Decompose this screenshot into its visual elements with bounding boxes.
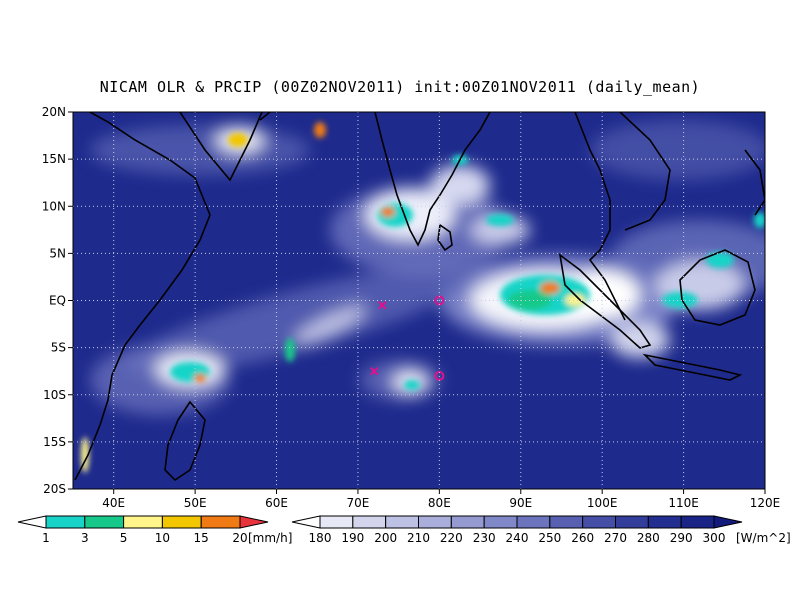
colorbar-box <box>123 515 163 529</box>
precip-field <box>81 122 765 473</box>
coastline-arabia <box>259 112 271 121</box>
coastlines <box>74 112 765 482</box>
colorbar-label: 250 <box>538 531 561 545</box>
colorbar-box <box>516 515 551 529</box>
coastline-africa <box>74 112 211 481</box>
colorbar-box <box>352 515 387 529</box>
x-marker <box>370 366 379 376</box>
colorbar-box <box>647 515 682 529</box>
colorbar-box <box>418 515 452 529</box>
circle-marker <box>434 370 445 381</box>
coastline-borneo <box>679 249 756 326</box>
colorbar-label: 20 <box>232 531 247 545</box>
colorbar-box <box>385 515 419 529</box>
coastline-burma-malay <box>574 112 626 321</box>
x-marker <box>378 301 387 310</box>
lat-tick-label: 15S <box>43 435 66 449</box>
colorbar-label: 260 <box>571 531 594 545</box>
lat-tick-label: 5N <box>49 246 66 260</box>
colorbar-label: 3 <box>81 531 89 545</box>
colorbar-label: 220 <box>440 531 463 545</box>
coastline-sumatra <box>558 253 652 349</box>
lon-tick-label: 90E <box>509 496 532 510</box>
lon-tick-label: 80E <box>428 496 451 510</box>
lon-tick-label: 120E <box>750 496 781 510</box>
colorbar-label: 230 <box>473 531 496 545</box>
colorbar-label: 290 <box>670 531 693 545</box>
map-axes: 20N 15N 10N 5N EQ 5S 10S 15S 20S 40E 50E 60E 70E 80E 9… <box>42 105 781 510</box>
lon-tick-label: 110E <box>668 496 699 510</box>
colorbar-box <box>615 515 649 529</box>
lon-tick-label: 40E <box>102 496 125 510</box>
colorbar-box <box>200 515 241 529</box>
colorbar-box <box>582 515 617 529</box>
colorbar-arrow-low <box>17 515 47 529</box>
colorbar-label: 190 <box>341 531 364 545</box>
lat-tick-label: EQ <box>49 294 66 308</box>
colorbar-label: 240 <box>506 531 529 545</box>
colorbar-unit: [mm/h] <box>248 531 292 545</box>
map-plot-area <box>72 111 766 490</box>
lat-tick-label: 20S <box>43 482 66 496</box>
colorbar-arrow-high <box>713 515 743 529</box>
colorbar-label: 15 <box>194 531 209 545</box>
lat-tick-label: 15N <box>42 152 66 166</box>
lat-tick-label: 10S <box>43 388 66 402</box>
lat-tick-label: 5S <box>51 341 66 355</box>
colorbar-label: 300 <box>703 531 726 545</box>
lat-tick-label: 20N <box>42 105 66 119</box>
coastline-madagascar <box>164 400 206 482</box>
colorbar-unit: [W/m^2] <box>736 531 791 545</box>
lat-tick-label: 10N <box>42 199 66 213</box>
map-title: NICAM OLR & PRCIP (00Z02NOV2011) init:00… <box>99 78 701 96</box>
coastline-sri-lanka <box>437 223 453 252</box>
colorbar-arrow-high <box>239 515 269 529</box>
colorbar-arrow-low <box>291 515 321 529</box>
coastline-india <box>374 112 491 247</box>
lon-tick-label: 100E <box>587 496 618 510</box>
colorbar-box <box>161 515 202 529</box>
colorbar-label: 200 <box>374 531 397 545</box>
graticule <box>73 112 765 489</box>
colorbar-label: 1 <box>42 531 50 545</box>
lon-tick-label: 70E <box>347 496 370 510</box>
coastline-indochina <box>619 112 671 231</box>
colorbar-box <box>450 515 485 529</box>
colorbar-box <box>84 515 125 529</box>
colorbar-box <box>549 515 584 529</box>
colorbar-box <box>680 515 715 529</box>
colorbar-box <box>483 515 518 529</box>
lon-tick-label: 50E <box>184 496 207 510</box>
colorbar-label: 270 <box>604 531 627 545</box>
colorbar-label: 210 <box>407 531 430 545</box>
colorbar-box <box>45 515 86 529</box>
colorbar-label: 10 <box>155 531 170 545</box>
olr-colorbar: 180 190 200 210 220 230 240 250 260 270 280 290 300 [… <box>291 515 791 545</box>
colorbar-label: 180 <box>309 531 332 545</box>
coastline-red-sea <box>179 112 263 182</box>
colorbar-label: 280 <box>637 531 660 545</box>
precip-colorbar: 1 3 5 10 15 20 [mm/h] <box>17 515 292 545</box>
coastline-java <box>642 353 743 381</box>
colorbar-box <box>319 515 354 529</box>
colorbar-label: 5 <box>120 531 128 545</box>
lon-tick-label: 60E <box>265 496 288 510</box>
coastline-philippines <box>744 149 765 216</box>
